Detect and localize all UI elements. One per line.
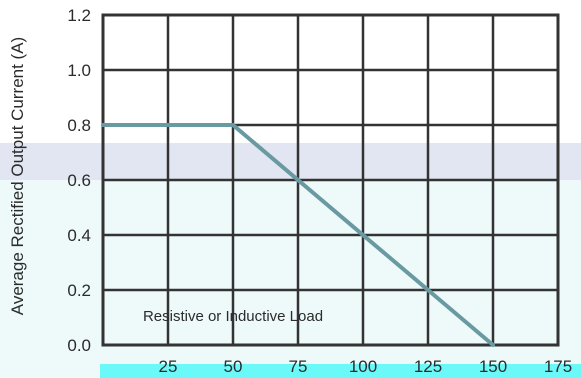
series-line <box>101 123 495 347</box>
y-tick-label: 0.2 <box>67 281 91 300</box>
annotation: Resistive or Inductive Load <box>143 308 323 325</box>
x-tick-label: 100 <box>349 357 377 376</box>
y-axis-label: Average Rectified Output Current (A) <box>8 37 27 315</box>
plot-frame <box>101 13 560 347</box>
plot-border <box>101 13 560 347</box>
y-tick-label: 0.4 <box>67 226 91 245</box>
y-tick-label: 0.8 <box>67 116 91 135</box>
y-tick-label: 1.0 <box>67 61 91 80</box>
x-tick-label: 150 <box>479 357 507 376</box>
bottom-strip <box>100 364 581 378</box>
y-tick-label: 0.0 <box>67 336 91 355</box>
y-tick-label: 1.2 <box>67 6 91 25</box>
y-tick-label: 0.6 <box>67 171 91 190</box>
x-tick-label: 175 <box>544 357 572 376</box>
x-tick-label: 75 <box>289 357 308 376</box>
y-ticks: 0.0 0.2 0.4 0.6 0.8 1.0 1.2 <box>67 6 91 355</box>
x-ticks: 25 50 75 100 125 150 175 <box>159 357 573 376</box>
x-tick-label: 125 <box>414 357 442 376</box>
x-tick-label: 50 <box>224 357 243 376</box>
x-tick-label: 25 <box>159 357 178 376</box>
series <box>101 123 495 347</box>
